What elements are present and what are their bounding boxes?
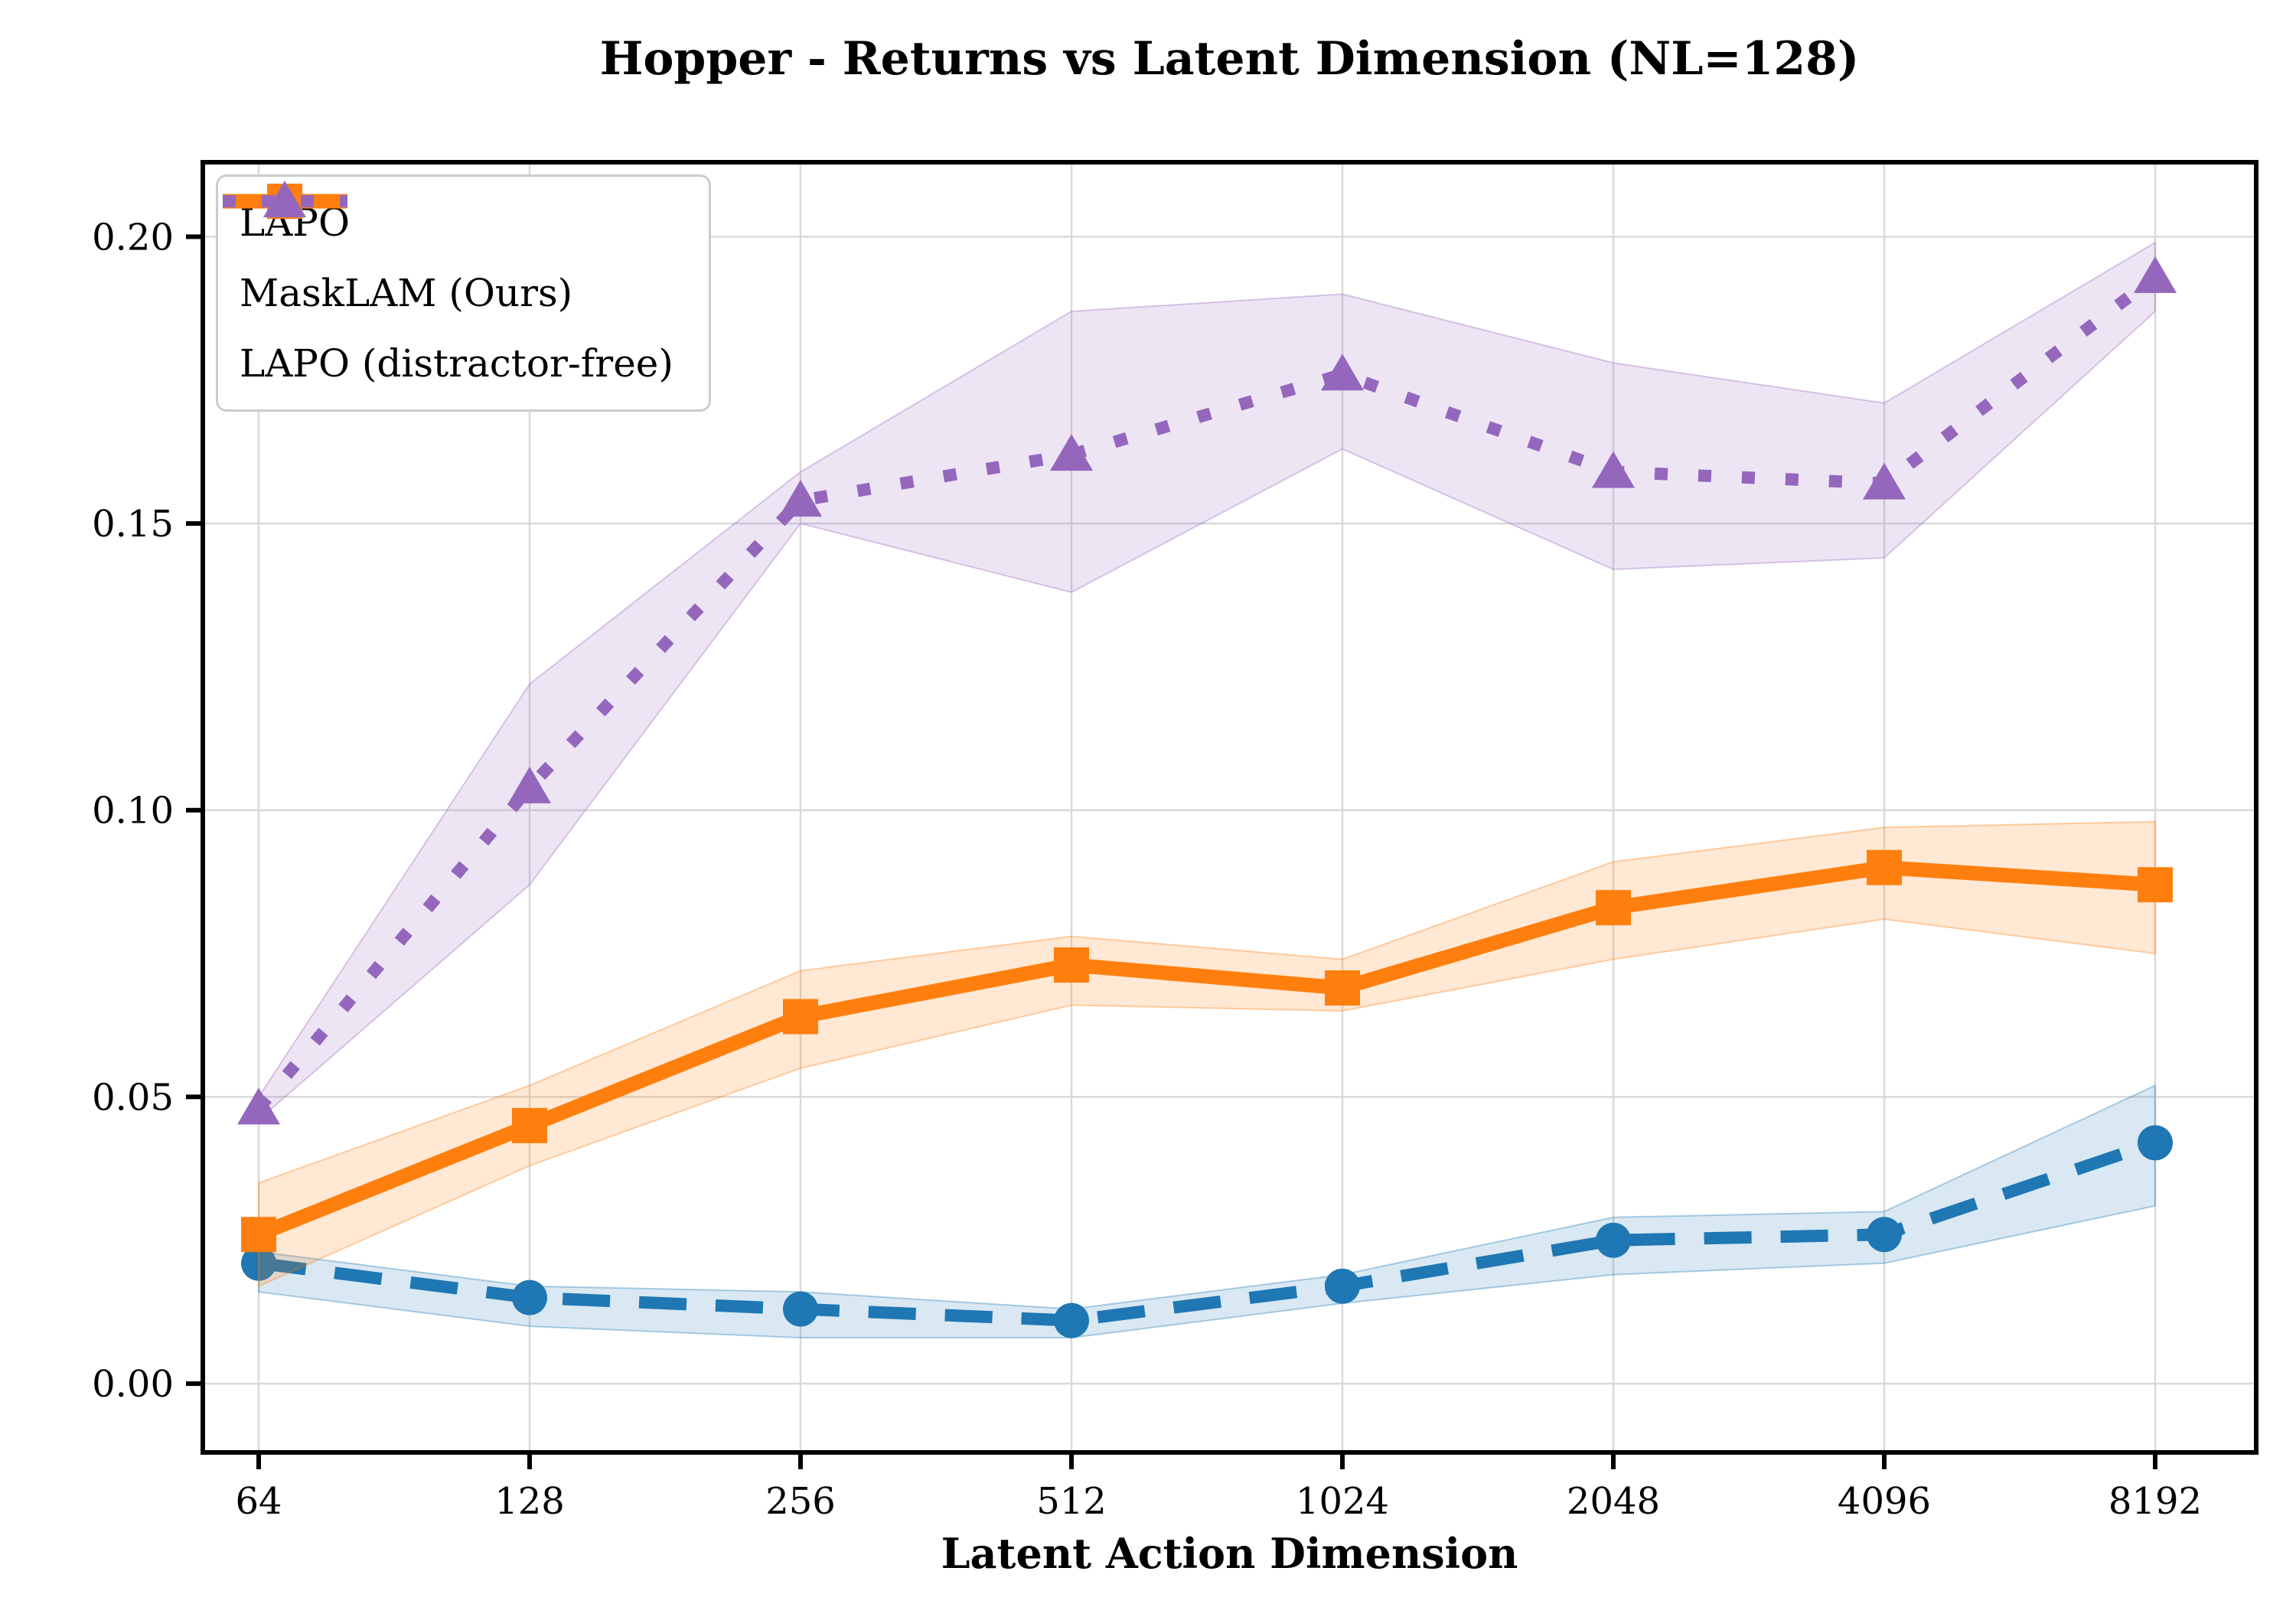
marker-MaskLAM (Ours)-2048 <box>1596 890 1631 926</box>
legend-item-LAPO (distractor-free): LAPO (distractor-free) <box>223 181 673 399</box>
marker-LAPO (distractor-free)-1024 <box>1321 354 1364 391</box>
triangle-line-sample-icon <box>223 181 347 217</box>
gridlines <box>203 162 2256 1452</box>
marker-LAPO (distractor-free)-2048 <box>1592 451 1635 488</box>
line-LAPO (distractor-free) <box>253 272 2159 1113</box>
marker-LAPO-128 <box>512 1279 547 1315</box>
marker-MaskLAM (Ours)-512 <box>1054 947 1089 983</box>
marker-MaskLAM (Ours)-128 <box>512 1107 547 1143</box>
y-tick-label-0.15: 0.15 <box>92 503 174 546</box>
legend-item-MaskLAM (Ours): MaskLAM (Ours) <box>223 184 673 328</box>
marker-LAPO-64 <box>241 1245 276 1281</box>
y-tick-label-0.05: 0.05 <box>92 1076 174 1119</box>
band-LAPO <box>258 1084 2156 1339</box>
x-tick-label-8192: 8192 <box>2108 1480 2202 1523</box>
marker-MaskLAM (Ours)-64 <box>241 1217 276 1253</box>
legend: LAPO MaskLAM (Ours) LAPO (distractor-free) <box>216 174 711 412</box>
spines <box>201 160 2258 1455</box>
marker-LAPO (distractor-free)-64 <box>237 1087 280 1125</box>
markers-MaskLAM (Ours) <box>241 849 2173 1253</box>
marker-MaskLAM (Ours)-256 <box>783 999 818 1035</box>
x-tick-label-1024: 1024 <box>1296 1480 1389 1523</box>
legend-marker-LAPO (distractor-free) <box>263 181 306 217</box>
marker-LAPO (distractor-free)-256 <box>779 480 822 517</box>
chart-title: Hopper - Returns vs Latent Dimension (NL… <box>599 32 1860 86</box>
y-tick-label-0.00: 0.00 <box>92 1363 174 1406</box>
x-tick-label-2048: 2048 <box>1567 1480 1660 1523</box>
y-tick-label-0.10: 0.10 <box>92 790 174 833</box>
marker-LAPO (distractor-free)-8192 <box>2134 256 2177 293</box>
marker-LAPO-2048 <box>1596 1222 1631 1258</box>
tick-labels: 0.00 0.05 0.10 0.15 0.20 64 128 256 512 1024 2048 4… <box>92 216 2202 1523</box>
legend-label: LAPO (distractor-free) <box>240 341 673 386</box>
x-tick-label-64: 64 <box>235 1480 282 1523</box>
legend-label: MaskLAM (Ours) <box>240 271 573 315</box>
markers-LAPO (distractor-free) <box>237 256 2177 1125</box>
markers-LAPO <box>241 1125 2173 1338</box>
x-tick-label-256: 256 <box>765 1480 836 1523</box>
line-LAPO <box>257 1136 2157 1327</box>
marker-LAPO-1024 <box>1325 1268 1360 1304</box>
marker-LAPO-256 <box>783 1291 818 1327</box>
marker-LAPO-4096 <box>1867 1217 1902 1253</box>
marker-LAPO-8192 <box>2138 1125 2173 1161</box>
tick-marks <box>186 234 2157 1469</box>
marker-MaskLAM (Ours)-4096 <box>1867 849 1902 885</box>
x-axis-label: Latent Action Dimension <box>941 1529 1518 1578</box>
x-tick-label-512: 512 <box>1036 1480 1107 1523</box>
marker-LAPO-512 <box>1054 1302 1089 1338</box>
line-MaskLAM (Ours) <box>256 860 2156 1242</box>
band-LAPO (distractor-free) <box>258 241 2156 1122</box>
x-tick-label-4096: 4096 <box>1838 1480 1931 1523</box>
band-MaskLAM (Ours) <box>258 820 2156 1288</box>
marker-LAPO (distractor-free)-512 <box>1050 434 1093 471</box>
marker-LAPO (distractor-free)-4096 <box>1863 462 1906 500</box>
marker-LAPO (distractor-free)-128 <box>508 766 551 804</box>
marker-MaskLAM (Ours)-8192 <box>2138 867 2173 903</box>
marker-MaskLAM (Ours)-1024 <box>1325 970 1360 1006</box>
y-tick-label-0.20: 0.20 <box>92 216 174 259</box>
x-tick-label-128: 128 <box>494 1480 565 1523</box>
